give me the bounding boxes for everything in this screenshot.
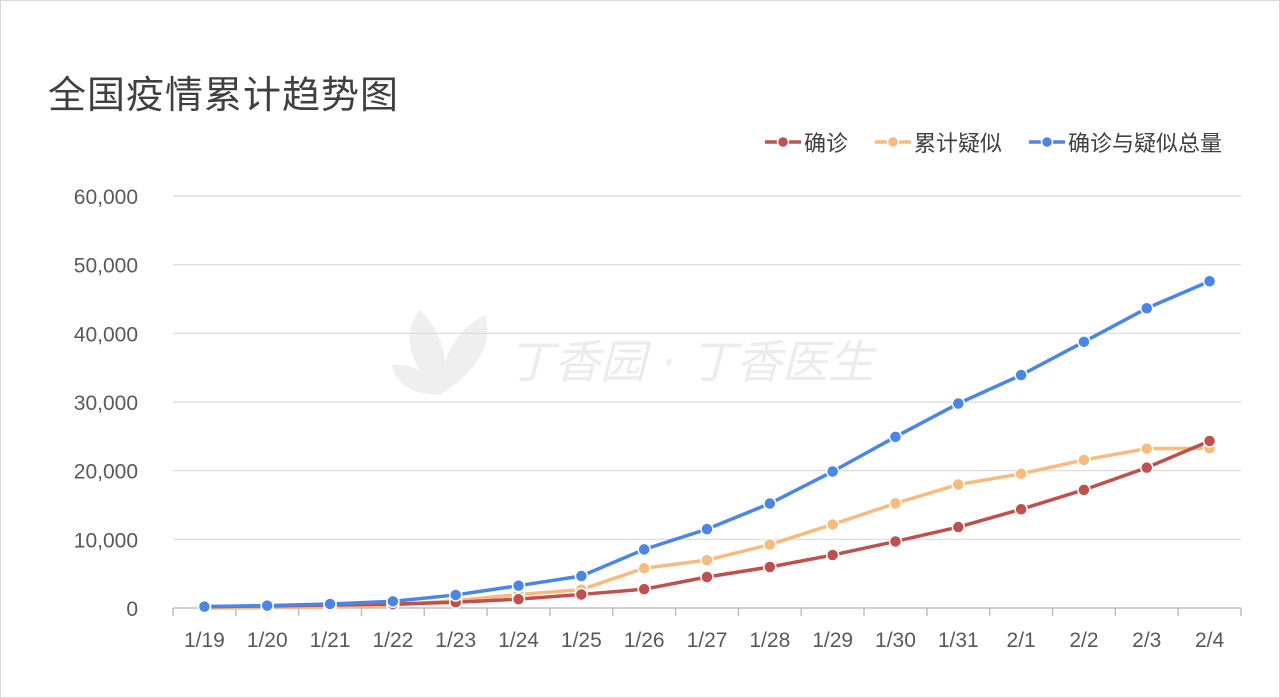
data-point-2	[951, 396, 966, 411]
data-point-2	[1014, 368, 1028, 382]
x-tick-label: 1/31	[938, 629, 979, 652]
data-point-2	[574, 569, 589, 583]
x-tick-label: 1/19	[184, 629, 225, 652]
y-tick-label: 20,000	[74, 461, 138, 484]
y-tick-label: 60,000	[74, 186, 138, 209]
data-point-0	[700, 570, 714, 584]
x-tick-label: 1/20	[247, 629, 288, 652]
x-tick-label: 1/30	[875, 629, 916, 652]
x-tick-label: 1/24	[498, 629, 539, 652]
data-point-1	[888, 496, 903, 511]
x-tick-label: 1/29	[812, 629, 853, 652]
legend-label-confirmed: 确诊	[803, 132, 848, 157]
data-point-2	[700, 522, 714, 536]
x-tick-label: 1/23	[435, 629, 476, 652]
gridlines	[173, 195, 1241, 540]
x-tick-label: 2/2	[1069, 629, 1098, 652]
data-point-2	[825, 464, 840, 479]
legend-label-total: 确诊与疑似总量	[1067, 132, 1222, 157]
x-tick-label: 2/4	[1195, 629, 1225, 652]
y-tick-label: 0	[126, 598, 138, 621]
data-point-0	[1014, 502, 1028, 517]
x-axis: 1/19 1/20 1/21 1/22 1/23 1/24 1/25 1/26 1/27 1/28…	[172, 607, 1242, 652]
x-tick-label: 1/27	[687, 629, 728, 652]
data-point-1	[700, 553, 714, 567]
legend-swatch-total	[1028, 135, 1065, 149]
data-point-2	[1202, 274, 1217, 289]
data-point-0	[763, 560, 777, 574]
legend-item-total: 确诊与疑似总量	[1028, 126, 1222, 158]
legend-label-suspected: 累计疑似	[913, 132, 1002, 157]
data-point-0	[1202, 434, 1217, 448]
chart-title: 全国疫情累计趋势图	[48, 73, 400, 117]
data-point-1	[1140, 441, 1154, 456]
leaf-logo-icon	[392, 310, 488, 395]
data-point-2	[1140, 301, 1154, 316]
series	[197, 274, 1217, 615]
y-tick-label: 40,000	[74, 323, 138, 346]
x-tick-label: 1/28	[749, 629, 790, 652]
legend-item-confirmed: 确诊	[764, 126, 848, 158]
data-point-0	[951, 520, 966, 534]
data-point-1	[825, 517, 840, 532]
data-point-1	[637, 561, 651, 575]
data-point-2	[637, 542, 651, 557]
data-point-1	[1014, 467, 1028, 481]
y-tick-label: 50,000	[74, 255, 138, 278]
data-point-2	[763, 496, 777, 511]
data-point-2	[888, 430, 903, 444]
legend-item-suspected: 累计疑似	[874, 126, 1002, 158]
data-point-0	[511, 592, 526, 606]
x-tick-label: 1/25	[561, 629, 602, 652]
legend-swatch-confirmed	[764, 135, 801, 149]
data-point-2	[386, 594, 400, 609]
x-tick-label: 2/1	[1007, 629, 1036, 652]
x-tick-label: 2/3	[1132, 629, 1161, 652]
watermark-text: 丁香园 · 丁香医生	[508, 335, 877, 389]
data-point-0	[1077, 483, 1091, 497]
watermark: 丁香园 · 丁香医生	[392, 310, 877, 395]
y-tick-label: 10,000	[74, 529, 138, 552]
data-point-1	[1077, 453, 1091, 467]
y-axis: 0 10,000 20,000 30,000 40,000 50,000 60,000	[74, 186, 138, 621]
data-point-0	[888, 534, 903, 549]
x-tick-label: 1/21	[310, 629, 351, 652]
x-tick-label: 1/26	[624, 629, 665, 652]
legend-swatch-suspected	[874, 135, 911, 149]
data-point-0	[574, 587, 589, 602]
data-point-2	[1077, 335, 1091, 349]
data-point-2	[260, 598, 274, 613]
data-point-2	[197, 599, 212, 614]
data-point-0	[637, 582, 651, 596]
legend: 确诊 累计疑似 确诊与疑似总量	[764, 126, 1222, 158]
data-point-2	[511, 578, 526, 593]
data-point-2	[448, 588, 463, 602]
data-point-2	[323, 597, 337, 611]
data-point-0	[825, 548, 840, 562]
data-point-1	[951, 477, 966, 492]
data-point-0	[1140, 460, 1154, 475]
y-tick-label: 30,000	[74, 392, 138, 415]
x-tick-label: 1/22	[372, 629, 413, 652]
data-point-1	[763, 537, 777, 552]
